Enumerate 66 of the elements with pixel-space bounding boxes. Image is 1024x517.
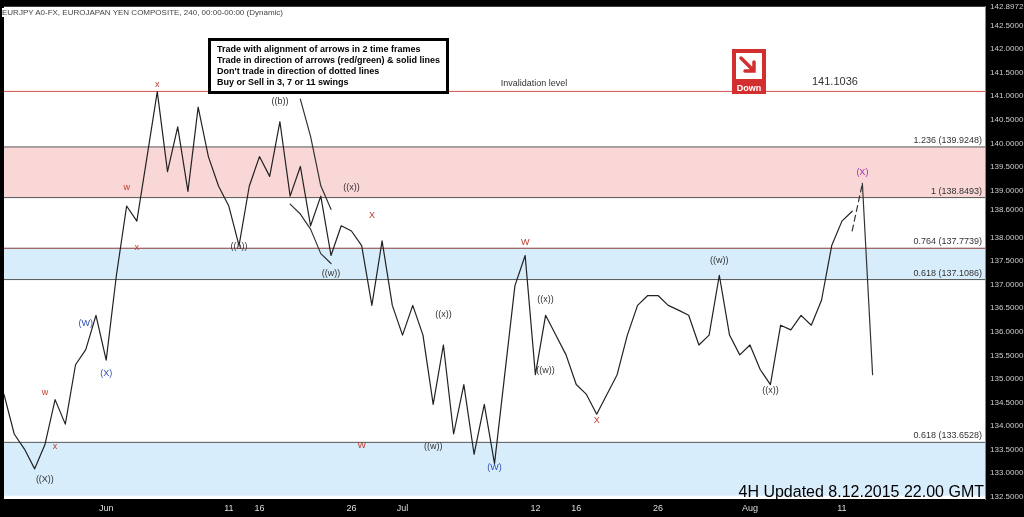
annotation: ((w)) xyxy=(536,365,555,376)
x-tick-label: 11 xyxy=(224,502,234,513)
y-tick-label: 136.0000 xyxy=(990,327,1024,336)
annotation: ((x)) xyxy=(343,182,360,193)
y-tick-label: 142.0000 xyxy=(990,44,1024,54)
y-tick-label: 132.5000 xyxy=(990,491,1024,501)
annotation: ((w)) xyxy=(321,268,341,279)
y-tick-label: 133.5000 xyxy=(990,444,1024,454)
annotation: (W) xyxy=(78,318,93,329)
ref-line-label: 0.764 (137.7739) xyxy=(913,236,982,247)
annotation: (X) xyxy=(856,167,869,178)
y-tick-label: 134.5000 xyxy=(990,397,1024,407)
annotation: ((x)) xyxy=(435,309,452,320)
y-tick-label: 136.5000 xyxy=(990,303,1024,313)
y-tick-label: 141.5000 xyxy=(990,67,1024,77)
x-tick-label: 16 xyxy=(571,502,582,513)
y-tick-label: 135.0000 xyxy=(990,374,1024,384)
x-tick-label: 12 xyxy=(530,502,541,513)
annotation: ((X)) xyxy=(35,474,54,485)
annotation: (X) xyxy=(100,368,113,379)
y-tick-label: 138.6000 xyxy=(990,204,1024,214)
x-tick-label: 26 xyxy=(346,502,357,513)
x-tick-label: Aug xyxy=(741,502,758,513)
ref-line-label: 1 (138.8493) xyxy=(930,185,982,196)
y-tick-label: 140.0000 xyxy=(990,138,1024,148)
x-tick-label: 26 xyxy=(652,502,664,513)
x-tick-label: Jul xyxy=(396,502,409,513)
y-tick-label: 137.0000 xyxy=(990,279,1024,289)
x-tick-label: Jun xyxy=(98,502,114,513)
y-tick-label: 137.5000 xyxy=(990,256,1024,266)
ref-line-label: 0.618 (133.6528) xyxy=(913,430,982,441)
y-tick-label: 140.5000 xyxy=(990,115,1024,125)
y-tick-label: 135.5000 xyxy=(990,350,1024,360)
annotation: 4H Updated 8.12.2015 22.00 GMT xyxy=(738,483,984,501)
annotation: Down xyxy=(732,83,766,94)
annotation: Trade with alignment of arrows in 2 time frames Trade in direction of arrows (red/green) & solid lines Don't trade in direction of dotted lines Buy or Sell in 3, 7 or 11 swings xyxy=(208,38,450,94)
y-tick-label: 133.0000 xyxy=(990,468,1024,478)
x-tick-label: 11 xyxy=(837,502,847,513)
annotation: x xyxy=(134,242,140,253)
annotation: X xyxy=(593,415,600,426)
y-tick-label: 141.0000 xyxy=(990,91,1024,101)
x-tick-label: 16 xyxy=(254,502,265,513)
y-tick-label: 138.0000 xyxy=(990,232,1024,242)
annotation: (W) xyxy=(487,462,502,473)
annotation: ((w)) xyxy=(710,255,729,266)
ref-line-label: 1.236 (139.9248) xyxy=(913,134,982,145)
annotation: ((b)) xyxy=(271,96,289,107)
annotation: x xyxy=(155,79,161,90)
annotation: W xyxy=(520,237,530,248)
ref-line-label: 0.618 (137.1086) xyxy=(913,267,982,278)
annotation: ((x)) xyxy=(762,385,779,396)
annotation: 141.1036 xyxy=(812,75,858,88)
y-tick-label: 142.8972 xyxy=(990,2,1024,12)
y-tick-label: 134.0000 xyxy=(990,421,1024,431)
ref-line-label: Invalidation level xyxy=(500,78,568,89)
y-tick-label: 139.5000 xyxy=(990,162,1024,172)
annotation: w xyxy=(40,387,49,398)
annotation: EURJPY A0-FX, EUROJAPAN YEN COMPOSITE, 240, 00:00-00:00 (Dynamic) xyxy=(2,8,283,17)
y-tick-label: 142.5000 xyxy=(990,20,1024,30)
annotation: x xyxy=(52,441,58,452)
annotation: X xyxy=(368,210,375,221)
y-tick-label: 139.0000 xyxy=(990,185,1024,195)
annotation: w xyxy=(122,182,131,193)
annotation: W xyxy=(357,440,367,451)
annotation: ((x)) xyxy=(537,294,554,305)
annotation: ((w)) xyxy=(423,441,443,452)
